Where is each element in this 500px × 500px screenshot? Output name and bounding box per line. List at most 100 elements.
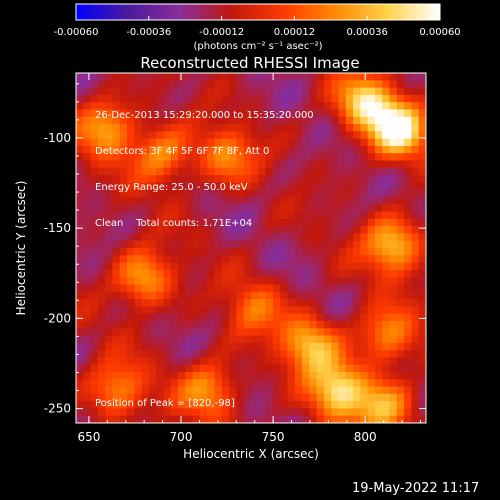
heatmap-cell <box>367 160 376 169</box>
heatmap-cell <box>236 175 245 183</box>
heatmap-cell <box>127 255 135 264</box>
heatmap-cell <box>294 284 303 293</box>
heatmap-cell <box>83 167 92 176</box>
x-tick-label: 700 <box>170 430 193 444</box>
heatmap-cell <box>251 73 259 81</box>
heatmap-cell <box>389 350 398 358</box>
heatmap-cell <box>287 379 296 388</box>
heatmap-cell <box>258 131 267 140</box>
heatmap-cell <box>148 306 157 315</box>
heatmap-cell <box>127 284 135 293</box>
heatmap-cell <box>360 269 369 278</box>
heatmap-cell <box>287 138 296 147</box>
heatmap-cell <box>360 124 369 132</box>
heatmap-cell <box>156 328 164 336</box>
heatmap-cell <box>170 138 179 147</box>
heatmap-cell <box>389 189 398 198</box>
heatmap-cell <box>207 226 216 234</box>
heatmap-cell <box>134 401 143 409</box>
heatmap-cell <box>83 299 92 307</box>
heatmap-cell <box>396 379 405 388</box>
heatmap-cell <box>112 131 121 140</box>
heatmap-cell <box>90 299 99 307</box>
heatmap-cell <box>119 80 128 89</box>
heatmap-cell <box>367 269 376 278</box>
heatmap-cell <box>236 167 245 176</box>
heatmap-cell <box>178 386 186 395</box>
heatmap-cell <box>76 350 84 358</box>
heatmap-cell <box>389 167 398 176</box>
heatmap-cell <box>163 284 172 293</box>
heatmap-cell <box>236 102 245 110</box>
heatmap-cell <box>83 175 92 183</box>
heatmap-cell <box>309 386 318 395</box>
heatmap-cell <box>411 415 420 424</box>
heatmap-cell <box>207 240 216 249</box>
heatmap-cell <box>90 364 99 373</box>
heatmap-cell <box>141 357 150 366</box>
heatmap-cell <box>345 371 354 380</box>
heatmap-cell <box>272 160 281 169</box>
heatmap-cell <box>199 306 208 315</box>
heatmap-cell <box>389 342 398 351</box>
heatmap-cell <box>323 291 332 300</box>
heatmap-cell <box>141 167 150 176</box>
heatmap-cell <box>302 153 310 161</box>
heatmap-cell <box>302 102 310 110</box>
heatmap-cell <box>396 386 405 395</box>
heatmap-cell <box>83 415 92 424</box>
heatmap-cell <box>141 328 150 336</box>
heatmap-cell <box>221 255 230 264</box>
heatmap-cell <box>112 124 121 132</box>
heatmap-cell <box>170 189 179 198</box>
heatmap-cell <box>251 401 259 409</box>
heatmap-cell <box>83 211 92 220</box>
heatmap-cell <box>323 408 332 417</box>
heatmap-cell <box>353 218 361 227</box>
heatmap-cell <box>389 218 398 227</box>
heatmap-cell <box>302 393 310 402</box>
heatmap-cell <box>207 80 216 89</box>
heatmap-cell <box>294 80 303 89</box>
heatmap-cell <box>345 160 354 169</box>
heatmap-cell <box>163 313 172 322</box>
heatmap-cell <box>236 357 245 366</box>
heatmap-cell <box>170 218 179 227</box>
heatmap-cell <box>207 196 216 205</box>
heatmap-cell <box>280 306 288 315</box>
heatmap-cell <box>309 204 318 213</box>
heatmap-cell <box>382 335 391 344</box>
heatmap-cell <box>97 226 106 234</box>
heatmap-cell <box>265 299 274 307</box>
heatmap-cell <box>258 80 267 89</box>
heatmap-cell <box>265 313 274 322</box>
heatmap-cell <box>141 313 150 322</box>
heatmap-cell <box>156 94 164 103</box>
heatmap-cell <box>76 226 84 234</box>
heatmap-cell <box>178 364 186 373</box>
heatmap-cell <box>163 73 172 81</box>
heatmap-cell <box>360 306 369 315</box>
heatmap-cell <box>353 189 361 198</box>
heatmap-cell <box>331 204 339 213</box>
heatmap-cell <box>382 262 391 271</box>
heatmap-cell <box>141 196 150 205</box>
chart-title: Reconstructed RHESSI Image <box>140 54 359 72</box>
heatmap-cell <box>367 204 376 213</box>
heatmap-cell <box>309 116 318 125</box>
heatmap-cell <box>316 189 325 198</box>
heatmap-cell <box>221 371 230 380</box>
heatmap-cell <box>163 175 172 183</box>
heatmap-cell <box>112 269 121 278</box>
heatmap-cell <box>265 138 274 147</box>
heatmap-cell <box>316 94 325 103</box>
heatmap-cell <box>170 379 179 388</box>
heatmap-cell <box>367 415 376 424</box>
heatmap-cell <box>105 379 113 388</box>
heatmap-cell <box>251 226 259 234</box>
heatmap-cell <box>280 94 288 103</box>
heatmap-cell <box>396 299 405 307</box>
heatmap-cell <box>404 291 412 300</box>
heatmap-cell <box>163 131 172 140</box>
heatmap-cell <box>170 408 179 417</box>
